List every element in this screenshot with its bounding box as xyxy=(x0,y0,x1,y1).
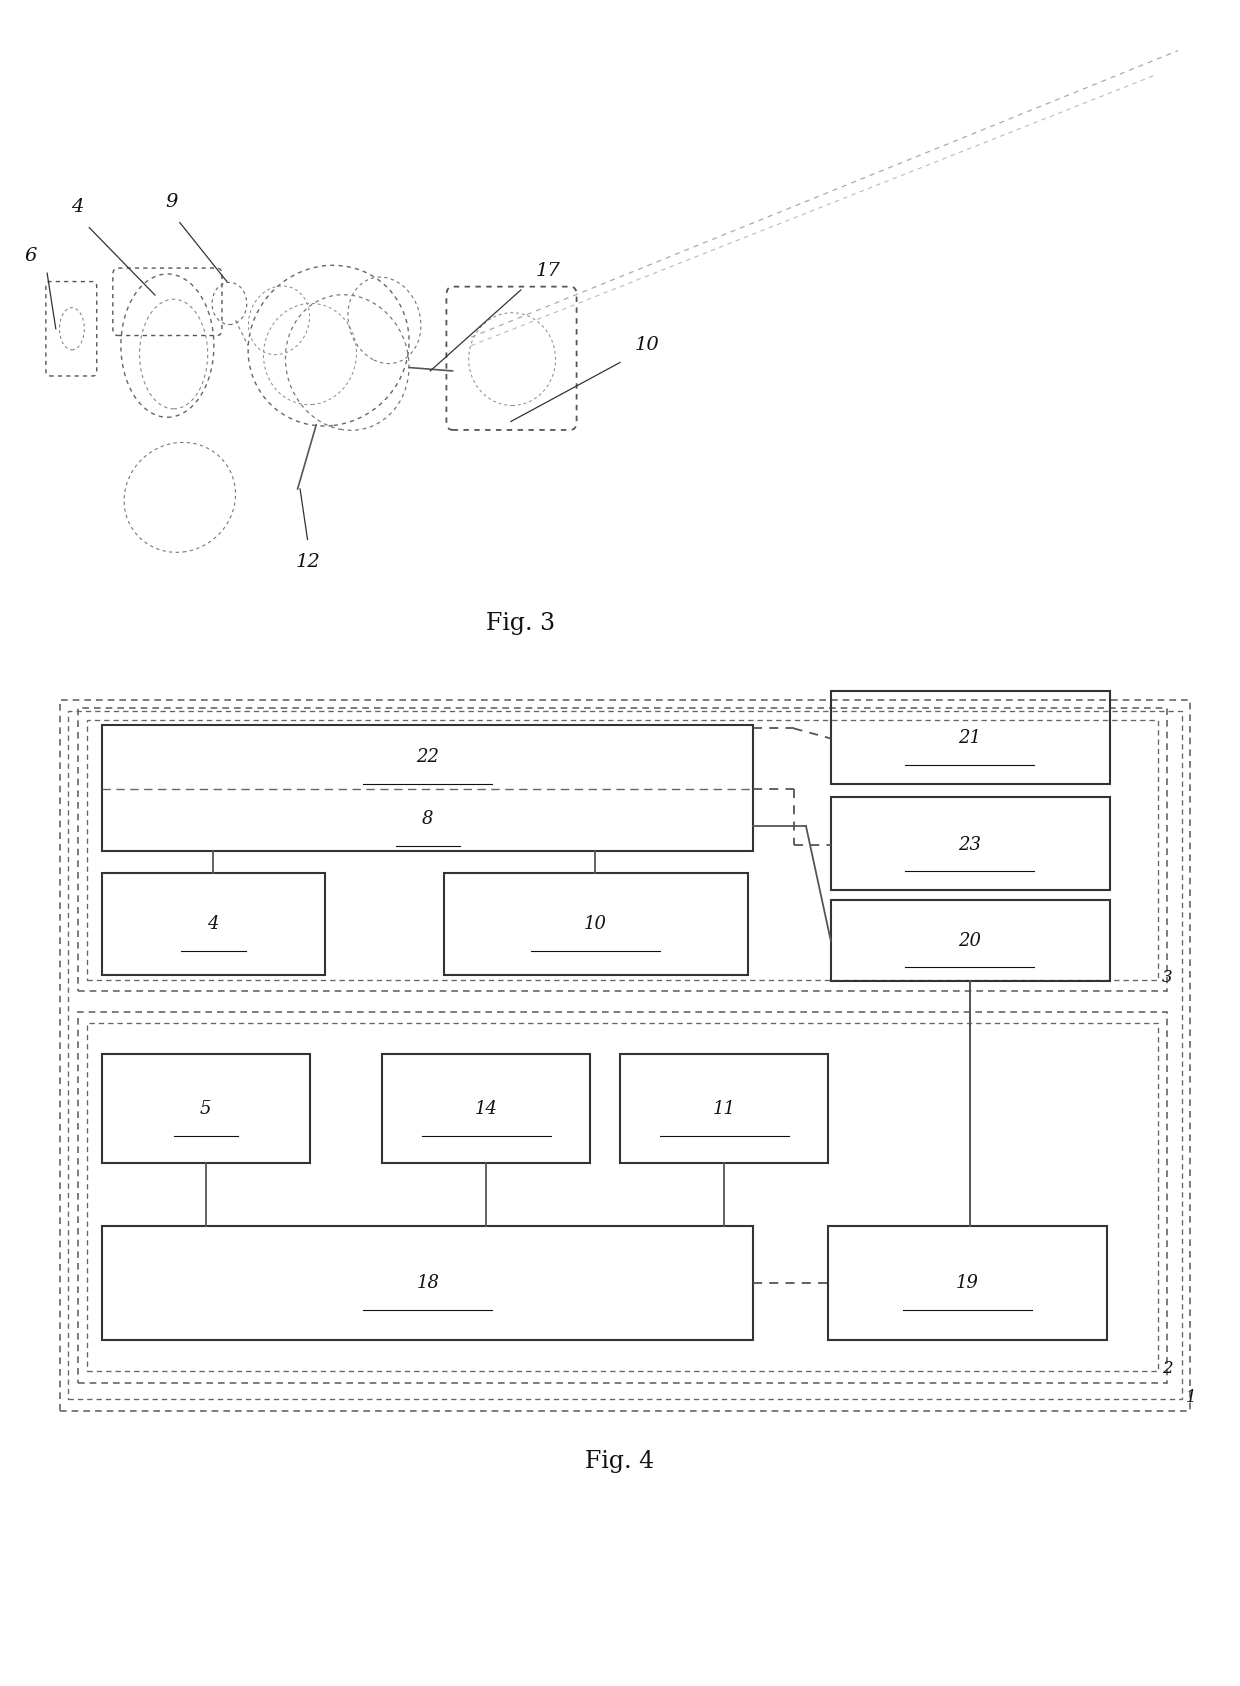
Bar xyxy=(102,725,753,851)
Text: 4: 4 xyxy=(207,915,219,932)
Text: 5: 5 xyxy=(200,1101,212,1118)
Text: 8: 8 xyxy=(422,811,434,828)
Text: 22: 22 xyxy=(417,749,439,765)
Bar xyxy=(87,1023,1158,1371)
Text: 19: 19 xyxy=(956,1275,978,1291)
Text: 12: 12 xyxy=(295,553,320,572)
Text: Fig. 3: Fig. 3 xyxy=(486,612,556,636)
Text: 9: 9 xyxy=(165,192,177,211)
Text: 21: 21 xyxy=(959,730,981,747)
Text: 6: 6 xyxy=(25,246,37,265)
Text: 18: 18 xyxy=(417,1275,439,1291)
Bar xyxy=(102,1226,753,1340)
Bar xyxy=(831,797,1110,890)
Bar xyxy=(60,700,1190,1411)
Bar xyxy=(102,873,325,975)
Text: 2: 2 xyxy=(1162,1361,1173,1377)
Bar xyxy=(382,1054,590,1163)
Text: 23: 23 xyxy=(959,836,981,853)
Bar xyxy=(828,1226,1107,1340)
Text: 1: 1 xyxy=(1185,1389,1197,1406)
Text: 20: 20 xyxy=(959,932,981,949)
Text: 4: 4 xyxy=(71,197,83,216)
Text: 14: 14 xyxy=(475,1101,497,1118)
Text: 3: 3 xyxy=(1162,969,1173,986)
Bar xyxy=(444,873,748,975)
Text: Fig. 4: Fig. 4 xyxy=(585,1450,655,1474)
Bar xyxy=(831,691,1110,784)
Bar xyxy=(68,711,1182,1399)
Text: 10: 10 xyxy=(635,336,660,354)
Text: 10: 10 xyxy=(584,915,606,932)
Bar xyxy=(78,708,1167,991)
Text: 17: 17 xyxy=(536,261,560,280)
Bar xyxy=(78,1012,1167,1383)
Bar xyxy=(87,720,1158,980)
Text: 11: 11 xyxy=(713,1101,735,1118)
Bar xyxy=(102,1054,310,1163)
Bar xyxy=(620,1054,828,1163)
Bar xyxy=(831,900,1110,981)
